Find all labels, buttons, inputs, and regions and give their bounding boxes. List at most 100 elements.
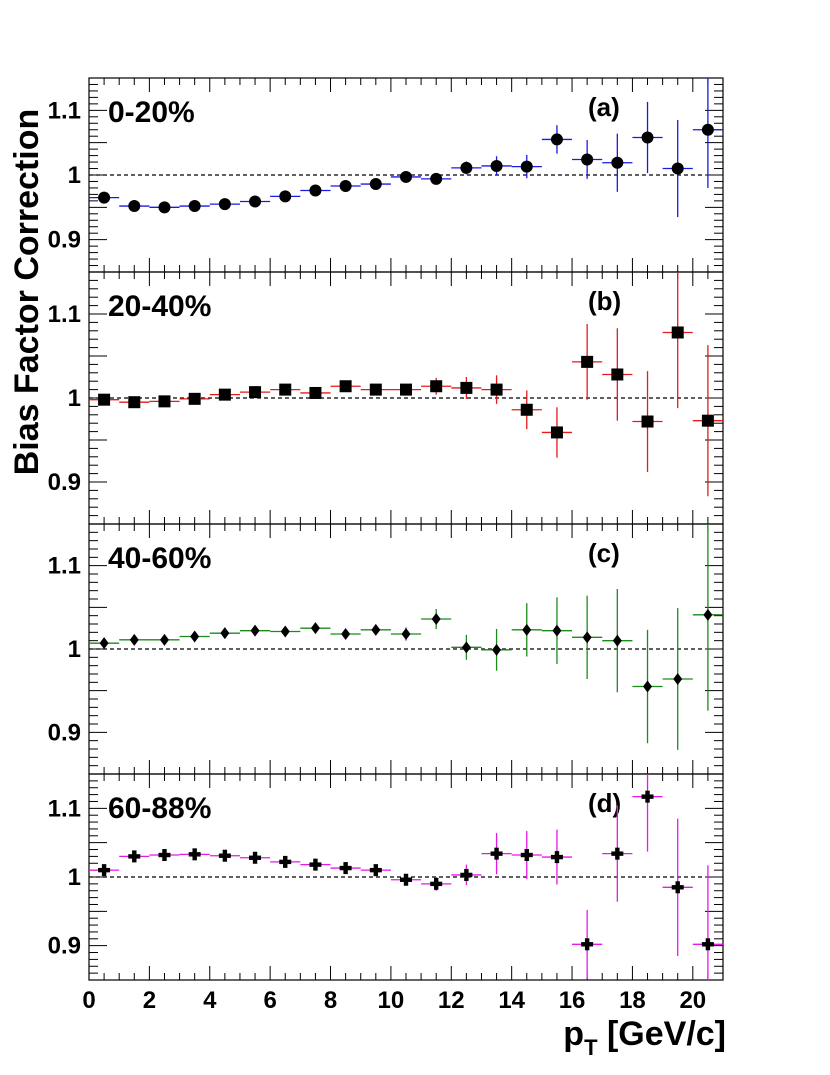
- marker-square: [339, 380, 352, 393]
- data-point: [481, 629, 512, 671]
- data-point: [451, 634, 482, 660]
- marker-cross-v: [222, 849, 228, 862]
- data-point: [270, 855, 301, 868]
- data-point: [692, 345, 723, 497]
- marker-diamond: [280, 625, 290, 638]
- data-point: [602, 328, 633, 421]
- marker-square: [98, 393, 111, 406]
- panel-tag: (c): [588, 538, 620, 568]
- marker-cross-v: [675, 881, 680, 894]
- marker-cross-v: [705, 938, 711, 951]
- marker-square: [158, 395, 171, 408]
- marker-diamond: [250, 624, 260, 637]
- marker-square: [249, 386, 262, 399]
- marker-circle: [400, 170, 412, 183]
- x-tick-label: 2: [143, 987, 156, 1014]
- data-point: [451, 161, 482, 175]
- marker-square: [309, 386, 322, 399]
- marker-circle: [249, 195, 262, 208]
- y-tick-label: 1.1: [48, 301, 81, 328]
- marker-diamond: [582, 631, 592, 644]
- marker-cross-v: [373, 864, 379, 877]
- data-point: [89, 191, 120, 204]
- marker-diamond: [341, 628, 351, 640]
- x-axis-title: pT [GeV/c]: [563, 1015, 726, 1060]
- marker-circle: [158, 201, 171, 214]
- marker-diamond: [522, 623, 532, 636]
- data-point: [149, 633, 180, 646]
- marker-square: [460, 381, 473, 394]
- data-point: [662, 272, 693, 409]
- marker-circle: [490, 159, 503, 172]
- x-axis-title-units: [GeV/c]: [598, 1015, 726, 1053]
- data-point: [451, 864, 482, 886]
- data-point: [330, 862, 361, 875]
- marker-square: [671, 326, 684, 339]
- panels-group: 0.911.1 0-20% (a)0.911.1 20-40% (b)0.911.1 40…: [48, 77, 724, 1014]
- panel-tag: (b): [588, 286, 621, 316]
- marker-cross-v: [313, 858, 318, 871]
- marker-circle: [218, 198, 231, 211]
- data-point: [602, 589, 633, 693]
- marker-cross-v: [132, 850, 137, 863]
- data-point: [330, 179, 361, 192]
- y-tick-label: 1.1: [48, 97, 81, 124]
- marker-diamond: [492, 643, 502, 656]
- data-point: [119, 200, 150, 213]
- marker-square: [611, 368, 624, 381]
- marker-circle: [188, 200, 201, 213]
- data-point: [541, 125, 573, 154]
- data-point: [481, 156, 512, 176]
- data-point: [602, 133, 633, 192]
- marker-diamond: [190, 630, 200, 643]
- marker-circle: [701, 123, 714, 136]
- data-point: [602, 805, 633, 902]
- marker-diamond: [461, 641, 471, 654]
- data-point: [360, 864, 391, 877]
- data-point: [451, 377, 482, 399]
- x-tick-label: 16: [559, 987, 586, 1014]
- marker-cross-v: [554, 851, 560, 864]
- data-point: [179, 630, 210, 643]
- data-point: [421, 377, 452, 395]
- y-tick-label: 1.1: [48, 795, 81, 822]
- data-point: [692, 524, 723, 711]
- marker-square: [369, 383, 382, 396]
- marker-cross-v: [464, 868, 469, 881]
- x-tick-label: 20: [679, 987, 706, 1014]
- marker-cross-v: [645, 790, 650, 803]
- data-point: [239, 386, 271, 399]
- data-point: [360, 623, 391, 636]
- data-point: [179, 392, 210, 405]
- marker-circle: [309, 184, 322, 197]
- data-point: [511, 603, 542, 657]
- marker-square: [490, 383, 503, 396]
- data-point: [572, 909, 603, 979]
- marker-diamond: [673, 673, 683, 685]
- data-point: [179, 848, 210, 861]
- marker-diamond: [220, 627, 230, 640]
- data-point: [300, 622, 331, 635]
- marker-cross-v: [433, 877, 439, 890]
- data-point: [360, 178, 391, 191]
- data-point: [179, 200, 210, 213]
- marker-circle: [339, 179, 352, 192]
- data-point: [119, 396, 150, 409]
- marker-square: [641, 415, 654, 428]
- data-point: [209, 198, 240, 211]
- data-point: [662, 608, 693, 750]
- y-axis-title: Bias Factor Correction: [8, 109, 46, 476]
- data-point: [360, 383, 391, 396]
- marker-square: [581, 355, 594, 368]
- marker-cross-v: [101, 864, 107, 877]
- x-tick-label: 18: [619, 987, 646, 1014]
- data-point: [481, 833, 512, 875]
- data-point: [239, 195, 271, 208]
- data-point: [330, 380, 361, 393]
- data-point: [149, 201, 180, 214]
- data-point: [541, 829, 573, 885]
- y-tick-label: 1: [68, 162, 81, 189]
- data-point: [572, 324, 603, 400]
- data-point: [209, 627, 240, 640]
